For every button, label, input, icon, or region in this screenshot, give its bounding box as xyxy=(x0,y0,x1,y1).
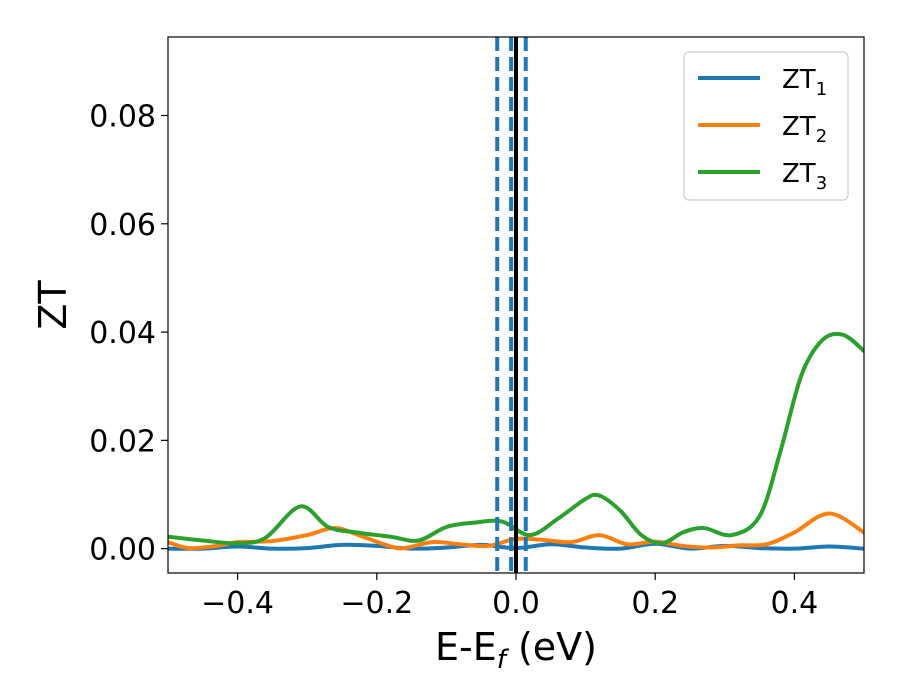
series-line-zt3 xyxy=(168,331,864,546)
x-tick-label: 0.2 xyxy=(631,586,679,621)
x-tick-label: 0.4 xyxy=(771,586,819,621)
x-tick-label: −0.2 xyxy=(340,586,413,621)
legend-label-zt2: ZT2 xyxy=(782,112,827,147)
vertical-lines-layer xyxy=(495,37,528,573)
x-axis-label: E-Ef (eV) xyxy=(435,625,597,675)
y-axis-label: ZT xyxy=(31,280,75,330)
y-tick-label: 0.02 xyxy=(89,424,156,459)
y-axis-ticks: 0.00 0.02 0.04 0.06 0.08 xyxy=(89,100,168,568)
y-tick-label: 0.08 xyxy=(89,100,156,135)
y-tick-label: 0.06 xyxy=(89,208,156,243)
legend-label-zt1: ZT1 xyxy=(782,65,827,100)
legend: ZT1 ZT2 ZT3 xyxy=(683,51,849,201)
legend-label-zt3: ZT3 xyxy=(782,159,827,194)
series-line-zt2 xyxy=(168,511,864,551)
legend-box xyxy=(683,51,849,201)
x-axis-label-unit: (eV) xyxy=(506,625,597,669)
x-tick-label: 0.0 xyxy=(492,586,540,621)
y-tick-label: 0.04 xyxy=(89,316,156,351)
x-axis-ticks: −0.4 −0.2 0.0 0.2 0.4 xyxy=(201,573,818,621)
x-tick-label: −0.4 xyxy=(201,586,274,621)
y-tick-label: 0.00 xyxy=(89,533,156,568)
